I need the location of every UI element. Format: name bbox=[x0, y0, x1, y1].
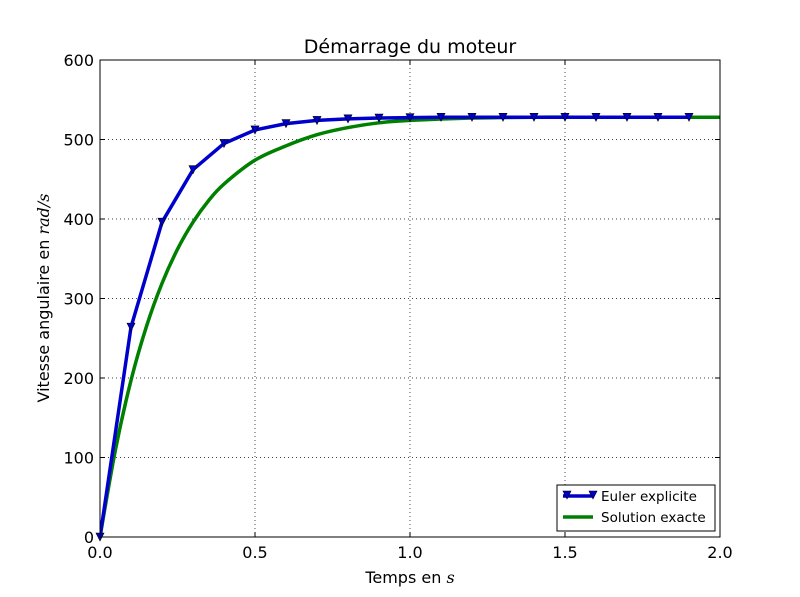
data-point-euler bbox=[250, 125, 260, 135]
x-axis-label: Temps en bbox=[364, 568, 441, 587]
chart-title: Démarrage du moteur bbox=[304, 36, 517, 58]
x-tick-label: 2.0 bbox=[707, 543, 732, 562]
y-axis-title: Vitesse angulaire en rad/s bbox=[34, 194, 53, 403]
data-point-euler bbox=[157, 217, 167, 227]
data-point-euler bbox=[467, 112, 477, 122]
data-point-euler bbox=[653, 112, 663, 122]
plot-series bbox=[95, 112, 720, 542]
y-tick-label: 0 bbox=[84, 528, 94, 547]
legend-euler-marker-end bbox=[588, 490, 598, 500]
legend-euler-marker-start bbox=[562, 490, 572, 500]
data-point-euler bbox=[498, 112, 508, 122]
x-axis-title: Temps en s bbox=[364, 568, 454, 587]
data-point-euler bbox=[684, 112, 694, 122]
data-point-euler bbox=[343, 114, 353, 124]
data-point-euler bbox=[374, 113, 384, 123]
x-axis-unit: s bbox=[446, 568, 454, 587]
legend: Euler explicite Solution exacte bbox=[556, 484, 716, 532]
y-tick-label: 300 bbox=[63, 290, 94, 309]
axis-ticks: 0.0 0.5 1.0 1.5 2.0 0 100 200 300 400 500 600 bbox=[63, 51, 732, 562]
legend-euler-label: Euler explicite bbox=[601, 489, 697, 505]
y-axis-label: Vitesse angulaire en bbox=[34, 240, 53, 403]
series-line-euler-explicite bbox=[100, 115, 689, 537]
x-tick-label: 0.5 bbox=[242, 543, 267, 562]
data-point-euler bbox=[436, 112, 446, 122]
y-tick-label: 100 bbox=[63, 449, 94, 468]
legend-box bbox=[556, 484, 716, 532]
x-tick-label: 0.0 bbox=[87, 543, 112, 562]
y-tick-label: 500 bbox=[63, 131, 94, 150]
data-point-euler bbox=[312, 116, 322, 126]
data-point-euler bbox=[188, 165, 198, 175]
x-tick-label: 1.0 bbox=[397, 543, 422, 562]
y-axis-unit: rad/s bbox=[34, 194, 53, 235]
legend-exact-label: Solution exacte bbox=[601, 510, 706, 526]
data-point-euler bbox=[405, 113, 415, 123]
data-point-euler bbox=[529, 112, 539, 122]
data-point-euler bbox=[591, 112, 601, 122]
data-point-euler bbox=[126, 322, 136, 332]
y-tick-label: 600 bbox=[63, 51, 94, 70]
data-point-euler bbox=[281, 119, 291, 129]
data-point-euler bbox=[622, 112, 632, 122]
data-point-euler bbox=[219, 139, 229, 149]
y-tick-label: 200 bbox=[63, 369, 94, 388]
y-tick-label: 400 bbox=[63, 210, 94, 229]
x-tick-label: 1.5 bbox=[552, 543, 577, 562]
data-point-euler bbox=[560, 112, 570, 122]
